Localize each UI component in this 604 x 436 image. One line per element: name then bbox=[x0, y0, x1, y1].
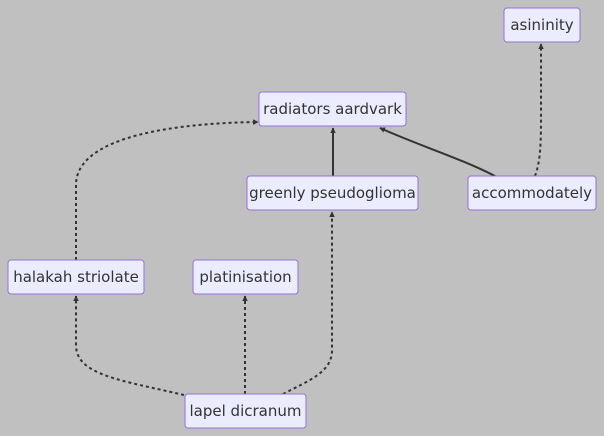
node-label: lapel dicranum bbox=[190, 402, 302, 420]
node-label: greenly pseudoglioma bbox=[249, 184, 416, 202]
node-label: platinisation bbox=[199, 268, 291, 286]
node-halakah-striolate[interactable]: halakah striolate bbox=[7, 259, 145, 295]
edge-accommodately-to-radiators-aardvark bbox=[379, 127, 496, 177]
node-asininity[interactable]: asininity bbox=[503, 7, 581, 43]
node-label: accommodately bbox=[472, 184, 592, 202]
edges bbox=[73, 43, 544, 396]
node-greenly-pseudoglioma[interactable]: greenly pseudoglioma bbox=[246, 175, 419, 211]
node-radiators-aardvark[interactable]: radiators aardvark bbox=[258, 91, 407, 127]
node-label: halakah striolate bbox=[13, 268, 139, 286]
node-accommodately[interactable]: accommodately bbox=[467, 175, 597, 211]
nodes: asininity radiators aardvark greenly pse… bbox=[7, 7, 597, 429]
edge-lapel-dicranum-to-greenly-pseudoglioma bbox=[282, 211, 335, 395]
node-label: radiators aardvark bbox=[263, 100, 402, 118]
edge-accommodately-to-asininity bbox=[534, 43, 544, 177]
edge-halakah-striolate-to-radiators-aardvark bbox=[75, 119, 259, 260]
node-platinisation[interactable]: platinisation bbox=[192, 259, 299, 295]
edge-lapel-dicranum-to-halakah-striolate bbox=[73, 295, 185, 396]
node-label: asininity bbox=[510, 16, 573, 34]
node-lapel-dicranum[interactable]: lapel dicranum bbox=[184, 393, 307, 429]
